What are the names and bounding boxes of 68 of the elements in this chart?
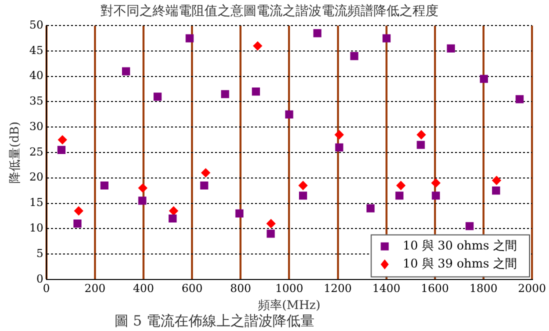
x-tick-label: 1600 (420, 282, 449, 295)
x-tick-label: 1000 (275, 282, 304, 295)
y-tick-label: 25 (29, 145, 44, 158)
x-tick-label: 1800 (469, 282, 498, 295)
point (382, 34, 391, 42)
x-tick-label: 1200 (324, 282, 352, 295)
y-tick-label: 50 (29, 18, 44, 32)
point (335, 143, 344, 152)
legend-label: 10 與 30 ohms 之間 (402, 238, 518, 253)
caption: 圖 5 電流在佈線上之諧波降低量 (114, 314, 314, 330)
y-tick-label: 0 (36, 272, 44, 286)
y-tick-label: 45 (29, 44, 44, 57)
point (366, 204, 375, 212)
point (516, 95, 524, 104)
y-tick-label: 40 (29, 69, 44, 82)
point (298, 180, 308, 190)
point (313, 29, 322, 38)
legend-label: 10 與 39 ohms 之間 (402, 256, 518, 271)
point (396, 180, 406, 190)
point (168, 214, 177, 223)
point (57, 146, 66, 154)
point (492, 176, 502, 185)
point (253, 41, 262, 50)
y-tick-label: 10 (29, 222, 44, 234)
point (169, 206, 178, 216)
y-axis-title: 降低量(dB) (7, 122, 22, 184)
point (74, 206, 84, 216)
y-tick-label: 5 (36, 246, 44, 260)
y-tick-label: 30 (29, 120, 44, 133)
point (200, 181, 208, 190)
point (186, 34, 194, 42)
x-tick-label: 2000 (518, 282, 546, 295)
point (154, 92, 162, 101)
y-tick-label: 15 (29, 196, 44, 210)
point (334, 130, 344, 140)
point (266, 230, 275, 238)
point (285, 110, 294, 118)
point (350, 52, 358, 60)
x-axis-title: 頻率(MHz) (258, 298, 320, 312)
y-tick-label: 35 (29, 94, 44, 108)
x-tick-label: 400 (133, 282, 154, 295)
point (201, 168, 210, 178)
point (416, 140, 425, 149)
point (252, 88, 260, 96)
point (395, 192, 404, 200)
point (122, 67, 130, 76)
point (100, 181, 108, 190)
point (466, 222, 474, 230)
point (138, 184, 148, 193)
chart-title: 對不同之終端電阻值之意圖電流之諧波電流頻譜降低之程度 (100, 3, 438, 20)
point (446, 44, 455, 52)
point (492, 186, 500, 195)
point (480, 74, 488, 83)
x-tick-label: 200 (84, 282, 106, 295)
x-tick-label: 600 (182, 282, 203, 295)
point (431, 178, 440, 188)
point (299, 192, 308, 200)
y-tick-label: 20 (29, 170, 44, 184)
point (432, 192, 440, 200)
point (58, 135, 67, 144)
point (416, 130, 426, 140)
point (73, 220, 82, 228)
point (235, 209, 244, 218)
x-tick-label: 1400 (372, 282, 400, 295)
point (138, 196, 146, 205)
point (221, 90, 230, 98)
x-tick-label: 800 (230, 282, 252, 295)
point (266, 219, 276, 228)
